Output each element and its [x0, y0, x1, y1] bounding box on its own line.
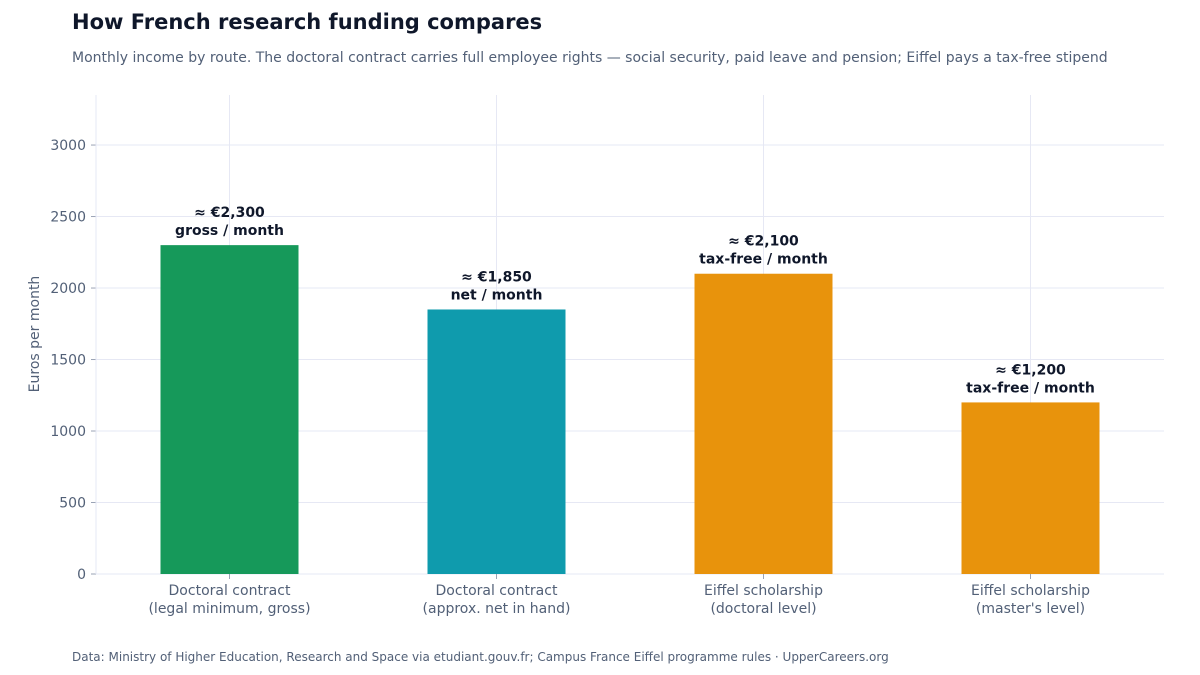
- y-axis-label: Euros per month: [27, 276, 43, 393]
- data-label-unit: tax-free / month: [966, 380, 1095, 396]
- y-tick-label: 0: [77, 567, 86, 583]
- x-tick-label: Doctoral contract: [169, 583, 291, 599]
- data-label-value: ≈ €2,300: [194, 205, 265, 221]
- bar: [961, 402, 1100, 574]
- data-label-value: ≈ €2,100: [728, 234, 799, 250]
- x-tick-sublabel: (doctoral level): [710, 601, 816, 617]
- y-tick-label: 2000: [50, 281, 86, 297]
- source-note: Data: Ministry of Higher Education, Rese…: [72, 650, 889, 664]
- x-tick-sublabel: (master's level): [976, 601, 1085, 617]
- x-tick-sublabel: (legal minimum, gross): [148, 601, 310, 617]
- y-tick-label: 3000: [50, 138, 86, 154]
- y-tick-label: 2500: [50, 210, 86, 226]
- bars: [160, 245, 1100, 574]
- x-tick-sublabel: (approx. net in hand): [423, 601, 571, 617]
- y-tick-label: 500: [59, 496, 86, 512]
- bar: [694, 273, 833, 574]
- bar: [427, 309, 566, 574]
- data-label-unit: tax-free / month: [699, 252, 828, 268]
- data-label-value: ≈ €1,200: [995, 362, 1066, 378]
- data-label-unit: gross / month: [175, 223, 284, 239]
- y-tick-label: 1000: [50, 424, 86, 440]
- chart-subtitle: Monthly income by route. The doctoral co…: [72, 50, 1108, 66]
- x-tick-label: Doctoral contract: [436, 583, 558, 599]
- data-labels: ≈ €2,300 gross / month ≈ €1,850 net / month…: [175, 205, 1095, 396]
- data-label-value: ≈ €1,850: [461, 269, 532, 285]
- x-tick-label: Eiffel scholarship: [971, 583, 1090, 599]
- y-tick-label: 1500: [50, 353, 86, 369]
- chart-title: How French research funding compares: [72, 10, 543, 34]
- data-label-unit: net / month: [451, 287, 543, 303]
- x-tick-label: Eiffel scholarship: [704, 583, 823, 599]
- tick-labels: 0 500 1000 1500 2000 2500 3000 Doctoral contrac…: [50, 138, 1090, 617]
- bar: [160, 245, 299, 574]
